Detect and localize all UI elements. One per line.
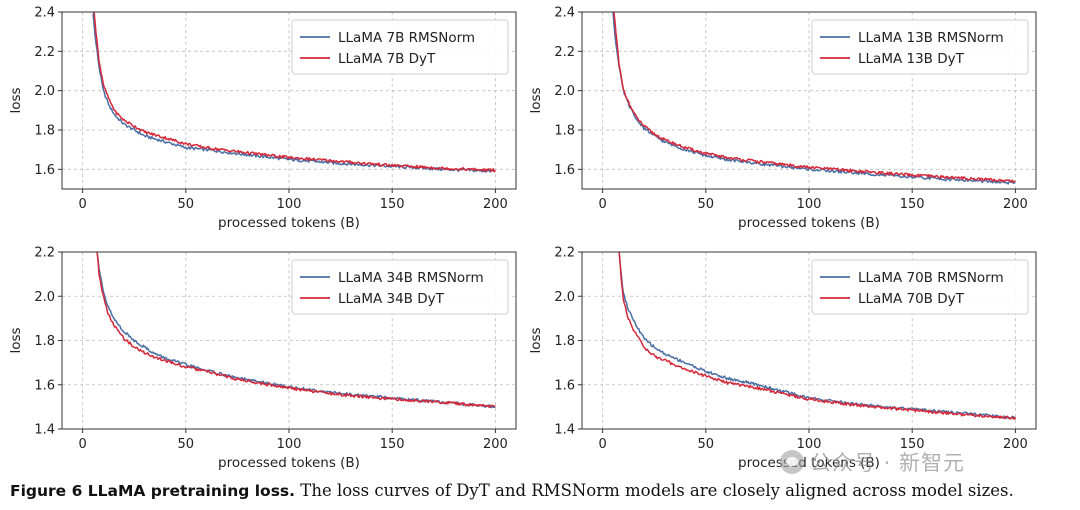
x-tick-label: 100 — [797, 437, 822, 452]
x-tick-label: 50 — [698, 437, 715, 452]
series-line-dyt — [93, 12, 496, 173]
y-axis-label: loss — [528, 87, 544, 113]
x-tick-label: 100 — [797, 197, 822, 212]
y-tick-label: 1.6 — [34, 163, 55, 178]
caption-label: Figure 6 LLaMA pretraining loss. — [10, 482, 296, 500]
x-tick-label: 150 — [900, 437, 925, 452]
legend-label: LLaMA 34B RMSNorm — [338, 270, 484, 286]
legend-label: LLaMA 70B DyT — [858, 291, 965, 307]
series-line-dyt — [96, 252, 496, 409]
y-tick-label: 1.8 — [34, 334, 55, 349]
x-axis-label: processed tokens (B) — [738, 455, 880, 471]
legend: LLaMA 70B RMSNorm LLaMA 70B DyT — [811, 259, 1029, 315]
series-line-dyt — [613, 12, 1016, 183]
legend-label: LLaMA 13B RMSNorm — [858, 30, 1004, 46]
figure-charts: 0 50 100 150 200 1.6 1.8 2.0 2.2 2.4 processed tok… — [8, 6, 1037, 471]
y-tick-label: 1.8 — [554, 334, 575, 349]
x-tick-label: 150 — [380, 197, 405, 212]
y-tick-label: 2.0 — [34, 84, 55, 99]
legend: LLaMA 13B RMSNorm LLaMA 13B DyT — [811, 19, 1029, 75]
y-tick-label: 2.0 — [34, 290, 55, 305]
y-axis-label: loss — [8, 87, 24, 113]
x-tick-label: 50 — [698, 197, 715, 212]
figure-caption: Figure 6 LLaMA pretraining loss. The los… — [10, 481, 1076, 500]
y-tick-label: 1.6 — [34, 378, 55, 393]
x-tick-label: 150 — [900, 197, 925, 212]
legend-label: LLaMA 7B DyT — [338, 51, 436, 67]
x-tick-label: 150 — [380, 437, 405, 452]
x-axis-label: processed tokens (B) — [218, 455, 360, 471]
legend-box — [291, 259, 509, 315]
legend-label: LLaMA 13B DyT — [858, 51, 965, 67]
caption-text: The loss curves of DyT and RMSNorm model… — [295, 481, 1014, 500]
y-tick-label: 1.4 — [34, 423, 55, 438]
y-axis-label: loss — [8, 327, 24, 353]
x-axis-label: processed tokens (B) — [218, 215, 360, 231]
y-tick-label: 2.4 — [34, 6, 55, 21]
x-tick-label: 0 — [78, 197, 86, 212]
y-tick-label: 2.2 — [554, 45, 575, 60]
y-tick-label: 2.0 — [554, 84, 575, 99]
chart-panel-1: 0 50 100 150 200 1.6 1.8 2.0 2.2 2.4 processed tok… — [8, 6, 517, 231]
y-tick-label: 2.4 — [554, 6, 575, 21]
y-tick-label: 1.6 — [554, 163, 575, 178]
y-tick-label: 2.2 — [34, 246, 55, 261]
legend: LLaMA 34B RMSNorm LLaMA 34B DyT — [291, 259, 509, 315]
series-line-dyt — [618, 252, 1017, 421]
y-tick-label: 1.8 — [554, 124, 575, 139]
x-tick-label: 200 — [483, 437, 508, 452]
series-line-rmsnorm — [612, 12, 1016, 185]
chart-panel-4: 0 50 100 150 200 1.4 1.6 1.8 2.0 2.2 processed tok… — [528, 246, 1037, 471]
legend-label: LLaMA 7B RMSNorm — [338, 30, 475, 46]
chart-panel-3: 0 50 100 150 200 1.4 1.6 1.8 2.0 2.2 processed tok… — [8, 246, 517, 471]
chart-panel-2: 0 50 100 150 200 1.6 1.8 2.0 2.2 2.4 processed tok… — [528, 6, 1037, 231]
x-tick-label: 0 — [78, 437, 86, 452]
x-tick-label: 200 — [1003, 197, 1028, 212]
legend-label: LLaMA 34B DyT — [338, 291, 445, 307]
y-tick-label: 2.2 — [34, 45, 55, 60]
x-tick-label: 0 — [598, 437, 606, 452]
x-axis-label: processed tokens (B) — [738, 215, 880, 231]
y-tick-label: 1.8 — [34, 124, 55, 139]
y-tick-label: 2.2 — [554, 246, 575, 261]
x-tick-label: 100 — [277, 437, 302, 452]
legend-box — [811, 259, 1029, 315]
legend-label: LLaMA 70B RMSNorm — [858, 270, 1004, 286]
y-tick-label: 1.6 — [554, 378, 575, 393]
y-tick-label: 2.0 — [554, 290, 575, 305]
x-tick-label: 50 — [178, 437, 195, 452]
y-axis-label: loss — [528, 327, 544, 353]
x-tick-label: 200 — [483, 197, 508, 212]
legend-box — [291, 19, 509, 75]
legend-box — [811, 19, 1029, 75]
legend: LLaMA 7B RMSNorm LLaMA 7B DyT — [291, 19, 509, 75]
x-tick-label: 200 — [1003, 437, 1028, 452]
x-tick-label: 50 — [178, 197, 195, 212]
x-tick-label: 100 — [277, 197, 302, 212]
x-tick-label: 0 — [598, 197, 606, 212]
y-tick-label: 1.4 — [554, 423, 575, 438]
